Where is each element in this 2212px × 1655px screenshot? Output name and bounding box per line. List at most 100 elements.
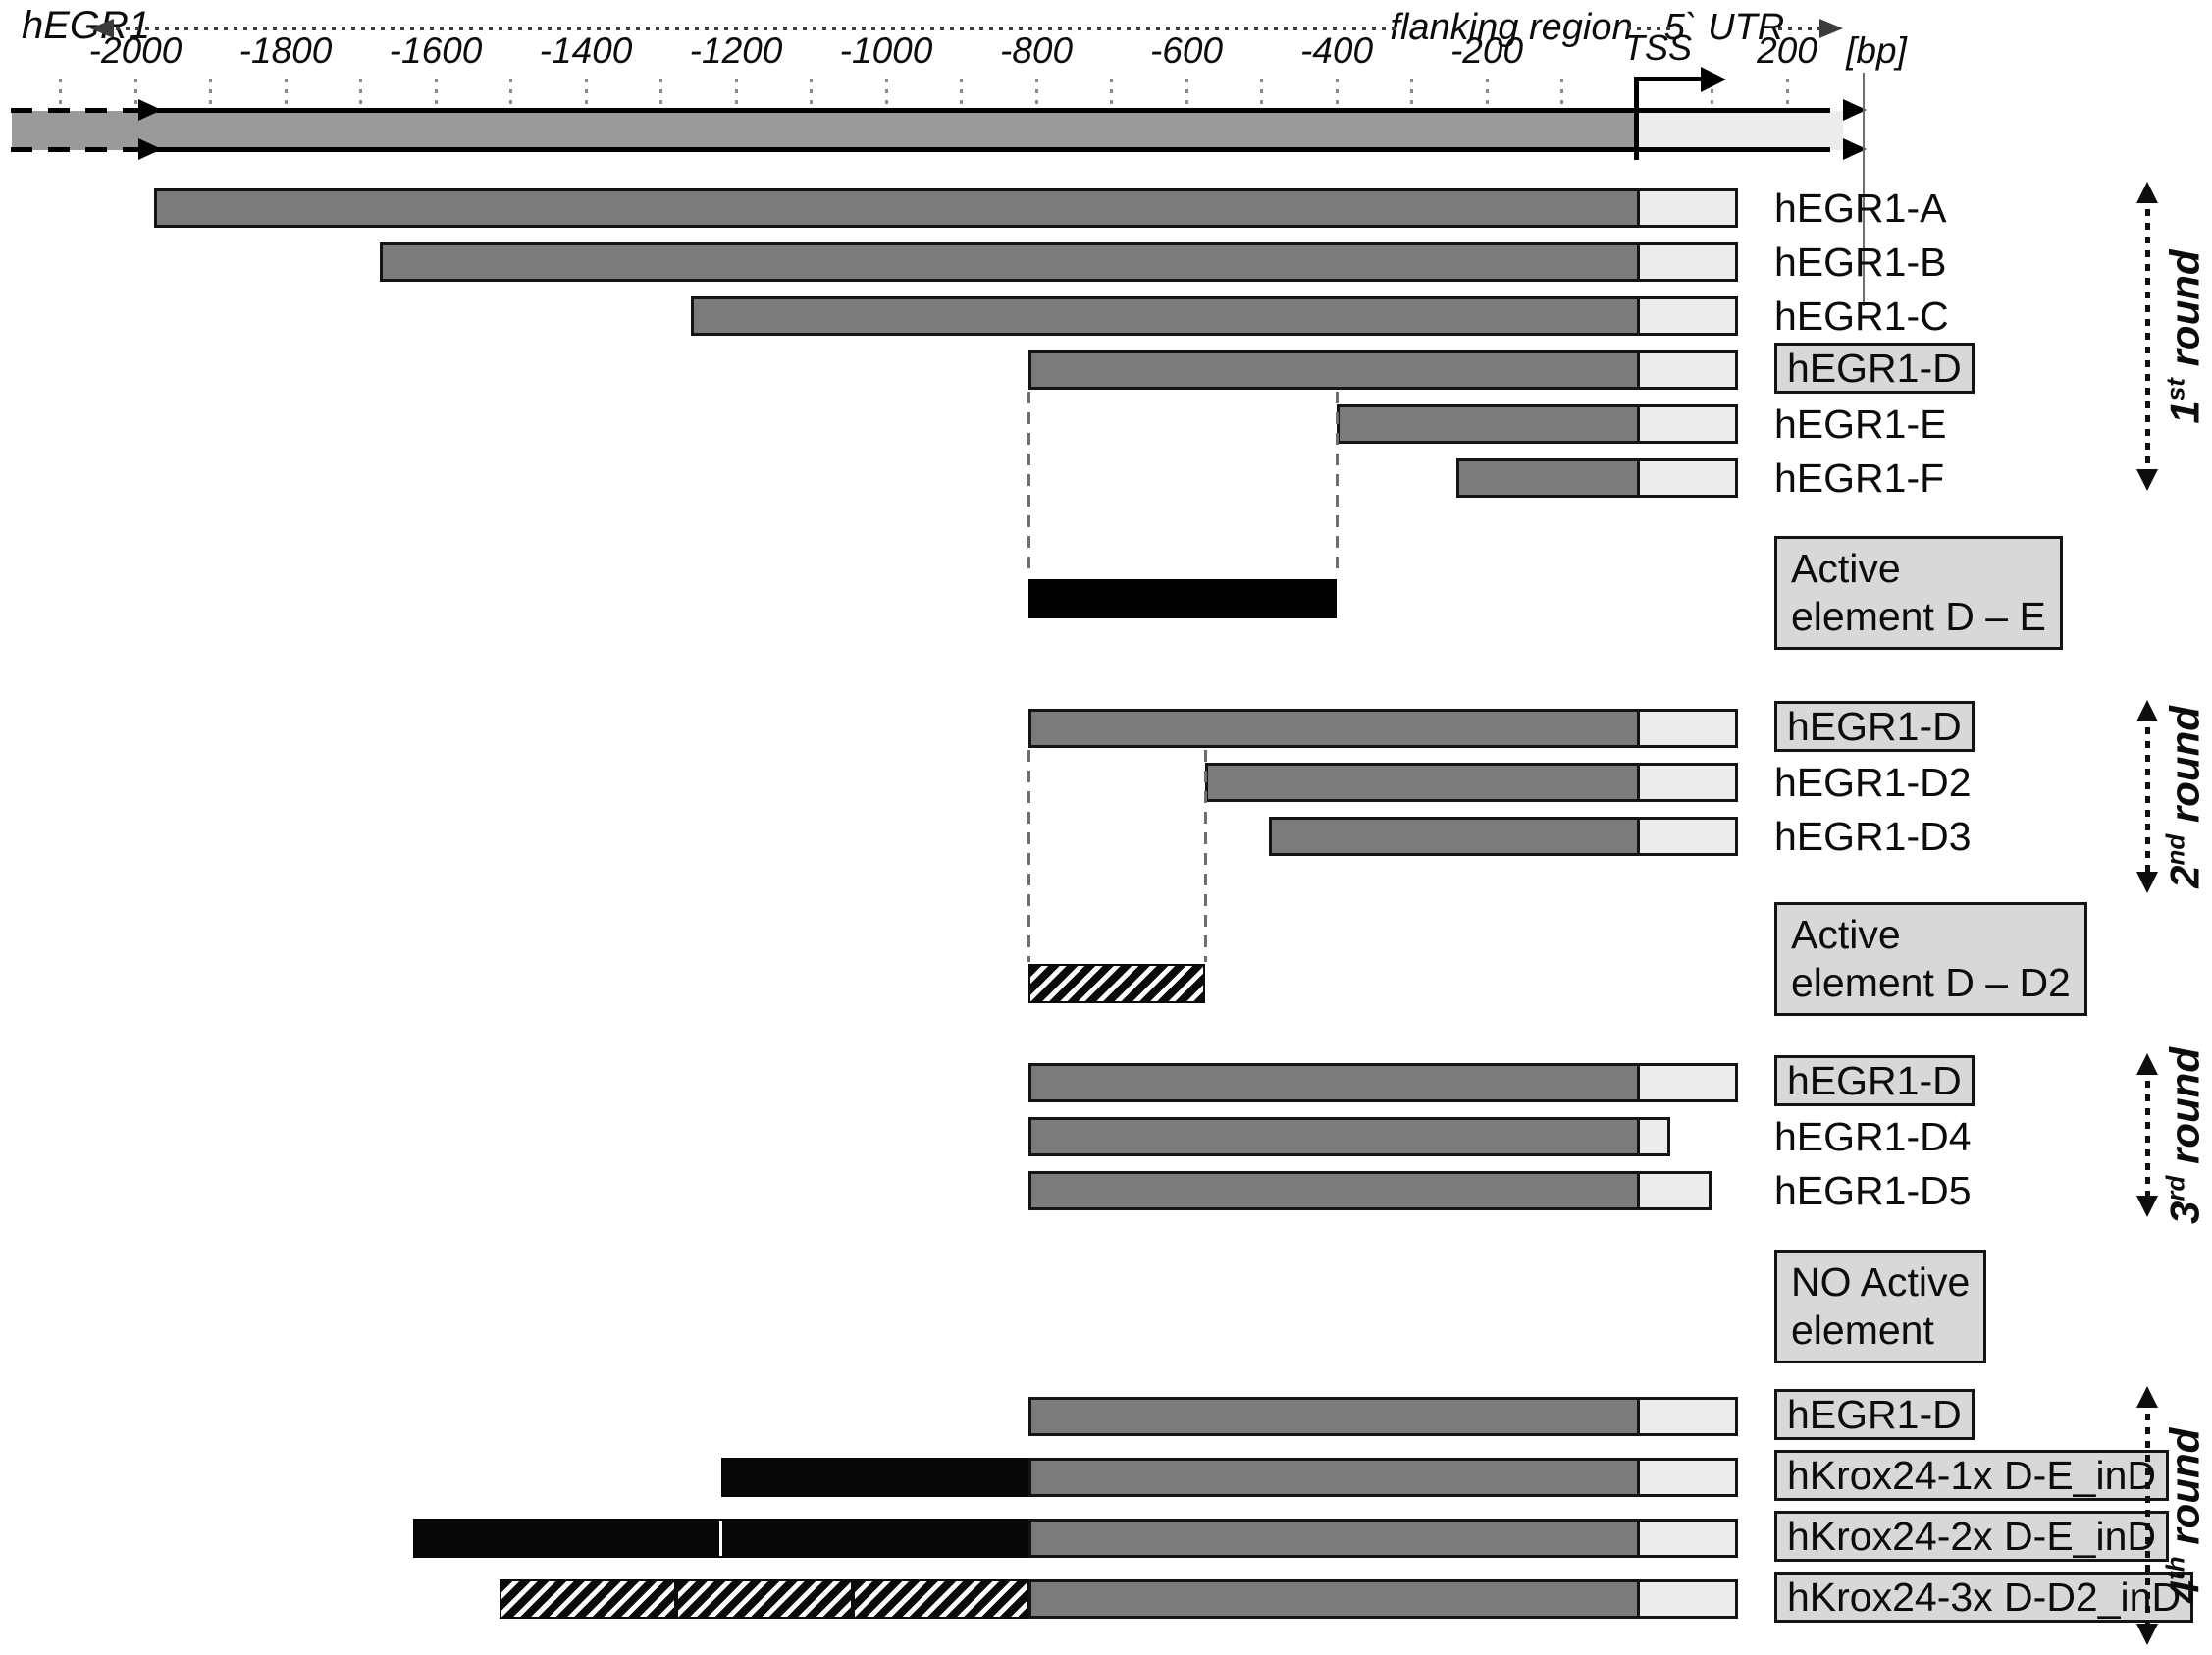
axis-tick-label: -200 <box>1449 30 1524 71</box>
axis-tick-label: -2000 <box>88 30 183 71</box>
construct-bar-utr-cap <box>1637 404 1739 444</box>
genome-bar-dashed-end <box>1809 108 1846 113</box>
guide-line <box>1027 750 1030 962</box>
genome-bar-continuation-arrow-icon <box>138 99 162 121</box>
construct-bar <box>1456 458 1739 498</box>
genome-bar-utr <box>1637 111 1843 150</box>
construct-insert-segment <box>500 1579 676 1619</box>
genome-bar-continuation-arrow-icon <box>138 138 162 160</box>
construct-insert-segment <box>720 1458 1029 1497</box>
construct-bar <box>1028 1579 1739 1619</box>
round-arrow-icon <box>2136 182 2158 203</box>
genome-bar-continuation-arrow-icon <box>1843 99 1867 121</box>
guide-line <box>1203 750 1207 962</box>
tss-arrow-icon <box>1701 66 1726 92</box>
construct-bar <box>1028 1397 1739 1436</box>
construct-label: hEGR1-D <box>1774 343 1975 394</box>
construct-label: hEGR1-B <box>1774 240 1947 285</box>
round-label-text: 3 <box>2161 1201 2208 1224</box>
axis-minor-tick <box>659 79 662 111</box>
axis-minor-tick <box>1034 79 1038 111</box>
construct-bar <box>1028 709 1739 748</box>
construct-label: hEGR1-E <box>1774 401 1947 447</box>
round-arrow-icon <box>2145 1400 2150 1631</box>
genome-bar-dashed-end <box>1809 147 1846 152</box>
round-arrow-icon <box>2145 714 2150 880</box>
round-arrow-icon <box>2136 872 2158 893</box>
header-left-arrow-icon <box>90 19 114 38</box>
construct-bar-utr-cap <box>1637 242 1739 282</box>
construct-bar-utr-cap <box>1637 188 1739 228</box>
axis-minor-tick <box>1711 79 1713 111</box>
guide-line <box>1027 392 1030 577</box>
construct-bar-utr-cap <box>1637 1063 1739 1102</box>
round-label-text: 4 <box>2161 1579 2208 1604</box>
genome-bar-dashed-end <box>11 147 138 152</box>
note-box-line: element D – E <box>1791 594 2046 639</box>
gene-label: hEGR1 <box>22 4 151 47</box>
round-label: 4th round <box>2161 1428 2209 1604</box>
round-label-text: round <box>2161 705 2208 834</box>
axis-tick-label: -400 <box>1299 30 1374 71</box>
construct-bar-utr-cap <box>1637 458 1739 498</box>
construct-bar <box>1028 1063 1739 1102</box>
element-bar <box>1028 579 1337 618</box>
axis-minor-tick <box>509 79 512 111</box>
round-label-text: 2 <box>2161 865 2208 888</box>
round-arrow-icon <box>2136 1624 2158 1645</box>
genome-bar-bottom-border <box>147 147 1809 152</box>
construct-bar-utr-cap <box>1637 1519 1739 1558</box>
construct-bar-utr-cap <box>1637 1458 1739 1497</box>
round-label-text: round <box>2161 1427 2208 1557</box>
round-label-text: nd <box>2160 833 2190 866</box>
note-box: Active element D – E <box>1774 536 2063 650</box>
tss-arrow-icon <box>1634 77 1639 160</box>
segment-divider <box>719 1521 723 1556</box>
construct-bar <box>1205 763 1739 802</box>
note-box-line: element <box>1791 1308 1934 1353</box>
construct-label: hEGR1-C <box>1774 294 1949 339</box>
round-label: 2nd round <box>2161 706 2209 888</box>
construct-bar <box>379 242 1739 282</box>
genome-bar-top-border <box>147 108 1809 113</box>
construct-bar-utr-cap <box>1637 763 1739 802</box>
axis-minor-tick <box>960 79 963 111</box>
axis-minor-tick <box>884 79 888 111</box>
header-dotted-line <box>1627 27 1672 30</box>
axis-minor-tick <box>1110 79 1113 111</box>
bp-unit-label: [bp] <box>1846 30 1907 71</box>
axis-minor-tick <box>284 79 288 111</box>
round-label: 3rd round <box>2161 1047 2209 1224</box>
construct-bar <box>1028 1117 1671 1156</box>
construct-bar-utr-cap <box>1637 817 1739 856</box>
round-label-text: rd <box>2160 1175 2190 1201</box>
construct-bar <box>1028 350 1739 390</box>
genome-bar-dashed-end <box>11 108 138 113</box>
note-box: NO Active element <box>1774 1250 1987 1363</box>
construct-bar <box>154 188 1739 228</box>
round-arrow-icon <box>2136 469 2158 491</box>
axis-tick-label: -1600 <box>389 30 483 71</box>
axis-minor-tick <box>133 79 137 111</box>
construct-bar <box>691 296 1739 336</box>
construct-label: hEGR1-D <box>1774 1055 1975 1106</box>
round-arrow-icon <box>2145 195 2150 477</box>
tss-arrow-icon <box>1634 77 1703 81</box>
construct-bar-utr-cap <box>1637 296 1739 336</box>
round-arrow-icon <box>2136 1386 2158 1408</box>
axis-minor-tick <box>584 79 588 111</box>
construct-insert-segment <box>675 1579 853 1619</box>
construct-bar <box>1269 817 1739 856</box>
axis-minor-tick <box>209 79 212 111</box>
note-box-line: element D – D2 <box>1791 960 2071 1005</box>
round-label-text: 1 <box>2161 400 2208 424</box>
header-right-arrow-icon <box>1819 19 1843 38</box>
utr-label: 5` UTR <box>1663 7 1785 48</box>
axis-minor-tick <box>1335 79 1339 111</box>
construct-label: hEGR1-F <box>1774 455 1945 501</box>
round-label: 1st round <box>2161 249 2209 423</box>
construct-label: hKrox24-1x D-E_inD <box>1774 1450 2169 1501</box>
construct-label: hEGR1-D2 <box>1774 760 1972 805</box>
construct-bar-utr-cap <box>1637 1397 1739 1436</box>
